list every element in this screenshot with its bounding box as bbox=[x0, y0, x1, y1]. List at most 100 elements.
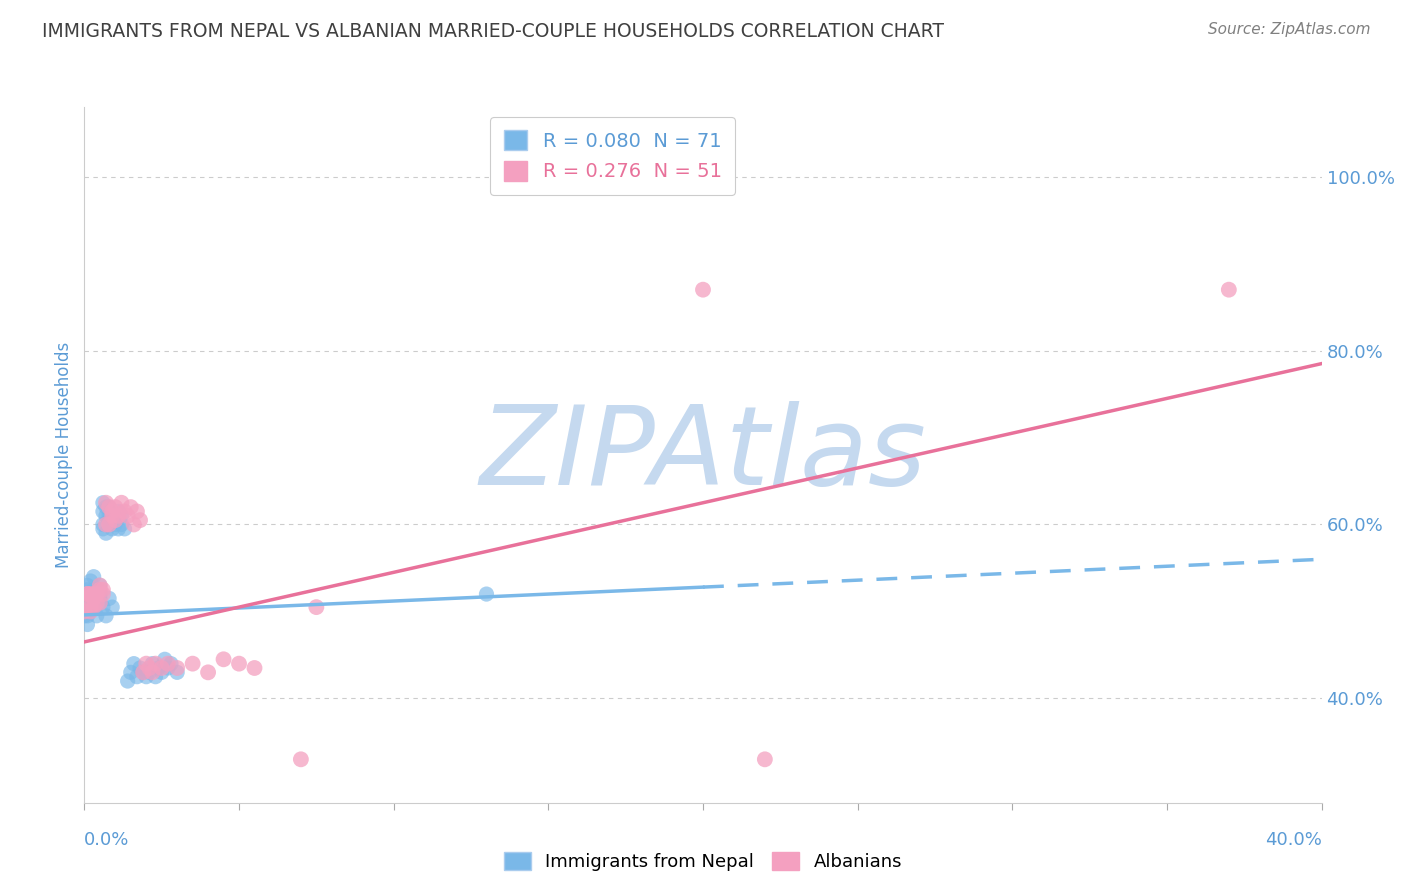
Point bbox=[150, 665, 173, 680]
Point bbox=[110, 517, 132, 532]
Point bbox=[135, 670, 157, 684]
Point bbox=[228, 657, 250, 671]
Point bbox=[79, 600, 101, 615]
Point bbox=[91, 522, 114, 536]
Point bbox=[101, 508, 124, 523]
Point bbox=[73, 605, 96, 619]
Point bbox=[76, 591, 98, 606]
Point bbox=[117, 508, 139, 523]
Point bbox=[101, 504, 124, 518]
Point bbox=[73, 600, 96, 615]
Point bbox=[166, 665, 188, 680]
Point bbox=[83, 587, 105, 601]
Point bbox=[138, 661, 160, 675]
Point bbox=[120, 665, 142, 680]
Point bbox=[156, 661, 179, 675]
Legend: R = 0.080  N = 71, R = 0.276  N = 51: R = 0.080 N = 71, R = 0.276 N = 51 bbox=[491, 117, 735, 194]
Point bbox=[98, 500, 121, 514]
Point bbox=[79, 587, 101, 601]
Point bbox=[89, 596, 111, 610]
Point bbox=[76, 587, 98, 601]
Point bbox=[243, 661, 266, 675]
Text: ZIPAtlas: ZIPAtlas bbox=[479, 401, 927, 508]
Point bbox=[91, 504, 114, 518]
Point bbox=[114, 504, 136, 518]
Point bbox=[107, 508, 129, 523]
Point bbox=[94, 508, 117, 523]
Point bbox=[98, 517, 121, 532]
Point bbox=[91, 582, 114, 597]
Point bbox=[76, 587, 98, 601]
Text: 0.0%: 0.0% bbox=[84, 831, 129, 849]
Point bbox=[79, 596, 101, 610]
Point bbox=[94, 526, 117, 541]
Point bbox=[83, 600, 105, 615]
Point bbox=[132, 665, 155, 680]
Point bbox=[86, 582, 108, 597]
Point bbox=[104, 513, 127, 527]
Point bbox=[129, 513, 152, 527]
Point bbox=[181, 657, 204, 671]
Point bbox=[83, 582, 105, 597]
Point bbox=[125, 504, 148, 518]
Point bbox=[145, 657, 167, 671]
Point bbox=[79, 600, 101, 615]
Point bbox=[76, 591, 98, 606]
Point bbox=[166, 661, 188, 675]
Point bbox=[89, 578, 111, 592]
Point bbox=[145, 670, 167, 684]
Point bbox=[76, 617, 98, 632]
Point bbox=[132, 665, 155, 680]
Point bbox=[94, 608, 117, 623]
Point bbox=[117, 674, 139, 689]
Point bbox=[89, 587, 111, 601]
Point bbox=[91, 587, 114, 601]
Text: 40.0%: 40.0% bbox=[1265, 831, 1322, 849]
Point bbox=[122, 657, 145, 671]
Point bbox=[89, 582, 111, 597]
Point bbox=[89, 578, 111, 592]
Point bbox=[86, 608, 108, 623]
Point bbox=[129, 661, 152, 675]
Legend: Immigrants from Nepal, Albanians: Immigrants from Nepal, Albanians bbox=[496, 845, 910, 879]
Point bbox=[91, 517, 114, 532]
Point bbox=[86, 587, 108, 601]
Point bbox=[91, 600, 114, 615]
Point bbox=[76, 578, 98, 592]
Point bbox=[83, 570, 105, 584]
Point bbox=[148, 661, 170, 675]
Point bbox=[89, 596, 111, 610]
Point bbox=[197, 665, 219, 680]
Point bbox=[86, 591, 108, 606]
Point bbox=[125, 670, 148, 684]
Point bbox=[79, 605, 101, 619]
Point bbox=[110, 496, 132, 510]
Point bbox=[76, 587, 98, 601]
Point bbox=[101, 504, 124, 518]
Point bbox=[86, 587, 108, 601]
Point bbox=[89, 582, 111, 597]
Point bbox=[114, 522, 136, 536]
Point bbox=[79, 574, 101, 588]
Point bbox=[94, 496, 117, 510]
Point bbox=[86, 596, 108, 610]
Point bbox=[98, 500, 121, 514]
Point bbox=[475, 587, 498, 601]
Point bbox=[754, 752, 776, 766]
Point bbox=[94, 500, 117, 514]
Point bbox=[73, 608, 96, 623]
Point bbox=[104, 513, 127, 527]
Point bbox=[98, 508, 121, 523]
Point bbox=[150, 661, 173, 675]
Point bbox=[104, 500, 127, 514]
Text: IMMIGRANTS FROM NEPAL VS ALBANIAN MARRIED-COUPLE HOUSEHOLDS CORRELATION CHART: IMMIGRANTS FROM NEPAL VS ALBANIAN MARRIE… bbox=[42, 22, 945, 41]
Point bbox=[79, 605, 101, 619]
Point bbox=[141, 665, 163, 680]
Point bbox=[101, 600, 124, 615]
Point bbox=[138, 665, 160, 680]
Point bbox=[135, 657, 157, 671]
Point bbox=[76, 582, 98, 597]
Point bbox=[156, 657, 179, 671]
Point bbox=[104, 517, 127, 532]
Text: Source: ZipAtlas.com: Source: ZipAtlas.com bbox=[1208, 22, 1371, 37]
